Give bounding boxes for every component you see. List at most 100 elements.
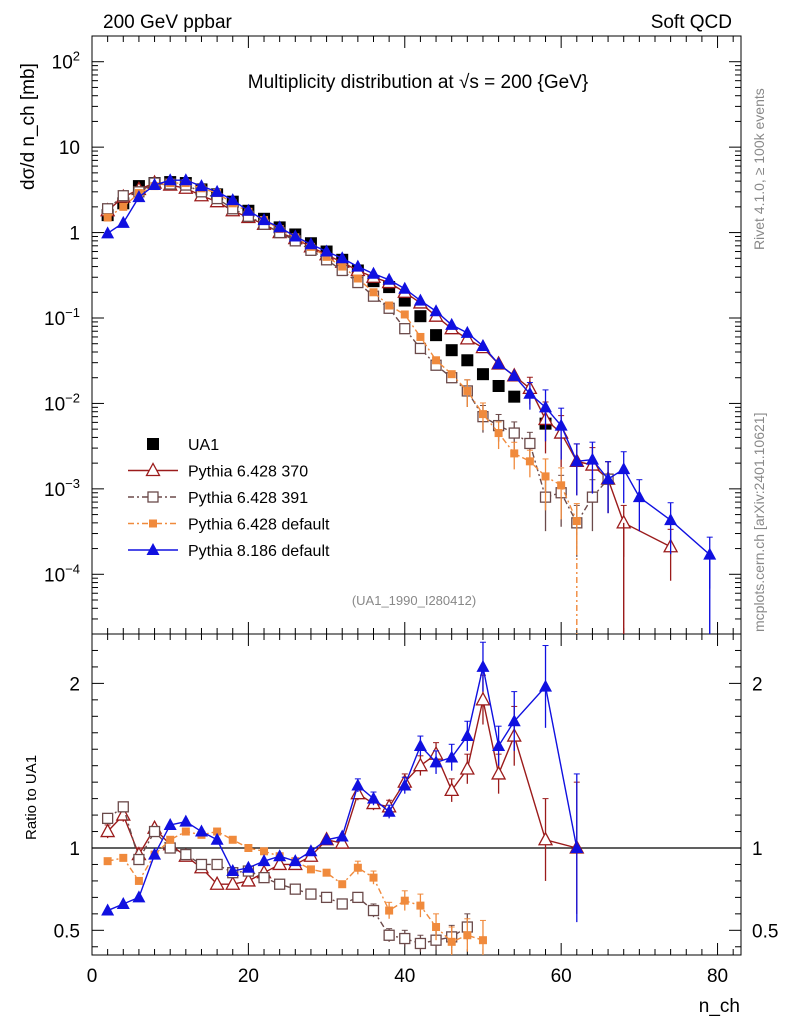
series-3-ratio-point [369,873,378,882]
series-1-ratio-line [107,699,577,885]
x-tick-label: 40 [394,966,415,987]
series-3-ratio-point [463,931,472,940]
header-left: 200 GeV ppbar [103,12,233,33]
series-2-ratio-point [117,801,129,813]
series-3-point [541,472,550,481]
series-4-point [703,547,717,560]
legend-label-2: Pythia 6.428 391 [188,490,308,507]
legend-marker-2 [147,491,159,503]
series-4-ratio-point [445,750,459,763]
series-2-ratio-point [414,937,427,950]
ratio-y-tick-label-right: 2 [752,674,763,695]
series-2-point [508,427,520,439]
series-4-ratio-point [241,860,255,873]
series-2-ratio-point [352,891,364,904]
series-3-ratio-point [103,857,112,866]
series-3-ratio-point [385,906,394,915]
series-4-point [210,184,224,197]
series-4-ratio-point [460,729,474,742]
series-1-ratio-point [444,782,460,797]
rivet-label: Rivet 4.1.0, ≥ 100k events [751,88,767,250]
series-4-point [554,418,568,431]
series-3-ratio-point [432,923,441,932]
series-4-point [194,179,208,192]
ratio-y-tick-label: 0.5 [54,921,80,942]
main-y-tick-label: 1 [69,224,80,245]
series-4-point [288,229,302,242]
series-2-ratio-point [101,812,114,825]
legend-marker-4 [146,543,160,555]
series-0-point [492,379,505,392]
series-3-ratio-point [338,880,347,889]
series-4-point [398,281,412,294]
header-right: Soft QCD [651,12,732,33]
y-axis-label: dσ/d n_ch [mb] [18,63,39,190]
series-4-point [429,304,443,317]
legend-label-4: Pythia 8.186 default [188,543,330,560]
series-1-ratio-point [491,765,507,780]
series-2-ratio-line [107,805,468,945]
series-4-point [257,213,271,226]
analysis-tag: (UA1_1990_I280412) [352,593,476,608]
series-3-ratio-point [181,827,190,836]
series-2-point [586,491,599,503]
series-4-ratio-point [539,679,553,692]
series-3-point [478,410,487,419]
series-2-ratio-point [289,883,301,895]
series-1-ratio-point [537,831,554,846]
series-4-ratio-point [366,791,380,804]
series-3-ratio-point [213,827,222,836]
series-4-ratio-point [351,778,365,791]
series-2-point [414,342,427,355]
series-3-point [322,252,331,261]
series-4-point [460,325,474,338]
series-4-point [601,472,615,485]
chart-title: Multiplicity distribution at √s = 200 {G… [248,72,588,93]
series-3-ratio-point [244,844,253,852]
series-4-ratio-point [429,755,443,768]
series-2-ratio-point [133,853,145,866]
ratio-y-tick-label: 2 [69,674,80,695]
series-4-point [664,513,678,526]
series-4-ratio-point [257,854,271,867]
series-2-ratio-point [164,842,176,854]
series-4-ratio-point [101,903,115,916]
series-3-ratio-point [119,853,128,862]
series-2-point [399,323,411,335]
series-2-line [107,182,609,525]
ratio-panel-frame [91,633,742,956]
series-3-point [369,288,378,297]
series-3-point [525,457,534,466]
x-tick-label: 20 [238,966,259,987]
series-4-ratio-point [476,659,490,672]
x-axis-label: n_ch [699,996,740,1017]
series-4-ratio-point [398,778,412,791]
series-4-point [179,173,193,186]
series-3-point [353,274,362,283]
series-4-ratio-point [273,849,287,862]
series-0-point [508,390,521,403]
series-4-point [335,251,349,264]
series-4-point [617,462,631,475]
series-3-point [400,310,409,319]
series-0-point [445,344,458,357]
series-2-ratio-point [148,825,161,838]
series-4-ratio-point [320,832,334,845]
legend-label-3: Pythia 6.428 default [188,517,330,534]
series-0-point [414,310,427,323]
series-3-ratio-point [447,937,456,946]
series-4-point [132,190,146,203]
series-4-ratio-point [226,864,240,877]
series-1-ratio-point [412,757,429,772]
series-4-point [320,244,334,257]
series-4-ratio-line [107,666,578,912]
series-4-point [116,215,130,228]
series-0-point [476,368,489,381]
series-3-point [557,481,566,490]
series-4-ratio-point [288,854,302,867]
series-3-ratio-point [322,868,331,877]
series-4-ratio-point [492,738,506,751]
series-1-ratio-point [334,834,350,849]
series-3-ratio-point [416,901,425,910]
